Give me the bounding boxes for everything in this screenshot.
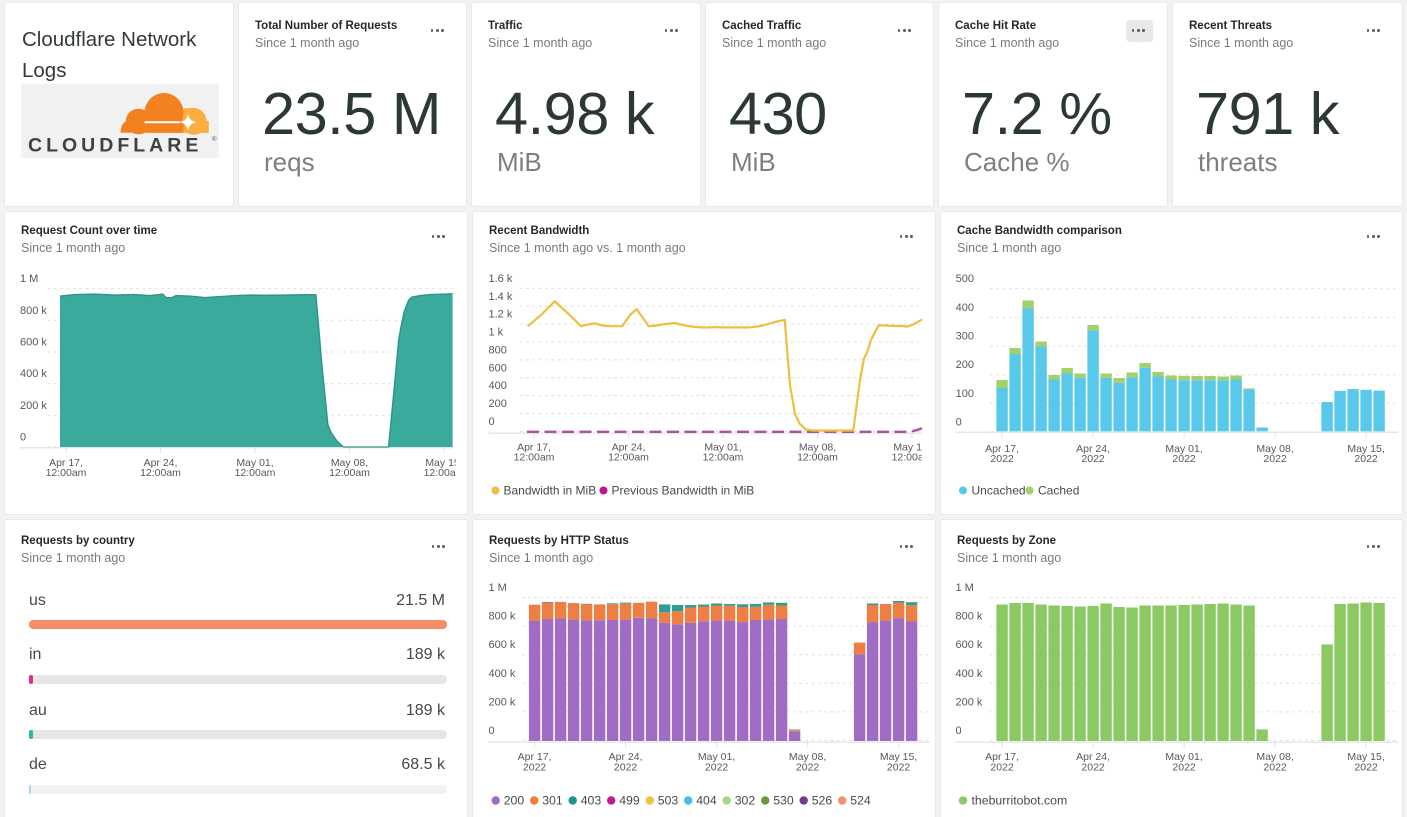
svg-text:1 M: 1 M <box>20 273 38 285</box>
svg-text:12:00am: 12:00am <box>608 452 649 464</box>
svg-text:Apr 24,: Apr 24, <box>612 442 646 454</box>
svg-text:2022: 2022 <box>614 762 638 774</box>
svg-text:200 k: 200 k <box>956 696 983 708</box>
svg-text:200 k: 200 k <box>20 400 47 412</box>
svg-text:800: 800 <box>489 344 507 356</box>
svg-text:12:00am: 12:00am <box>424 467 465 479</box>
svg-text:Apr 17,: Apr 17, <box>49 457 83 469</box>
svg-text:404: 404 <box>696 794 717 808</box>
svg-text:theburritobot.com: theburritobot.com <box>972 794 1068 808</box>
svg-text:Apr 17,: Apr 17, <box>985 751 1019 763</box>
svg-text:May 01,: May 01, <box>704 442 741 454</box>
svg-text:12:00am: 12:00am <box>46 467 87 479</box>
svg-text:302: 302 <box>735 794 756 808</box>
svg-text:800 k: 800 k <box>956 611 983 623</box>
svg-text:12:00am: 12:00am <box>140 467 181 479</box>
svg-text:400 k: 400 k <box>489 668 516 680</box>
svg-text:12:00am: 12:00am <box>514 452 555 464</box>
svg-text:0: 0 <box>956 725 962 737</box>
svg-text:800 k: 800 k <box>489 611 516 623</box>
svg-text:2022: 2022 <box>1172 762 1196 774</box>
svg-text:Previous Bandwidth in MiB: Previous Bandwidth in MiB <box>612 484 755 498</box>
svg-text:2022: 2022 <box>1263 762 1287 774</box>
svg-text:0: 0 <box>956 417 962 429</box>
svg-text:May 01,: May 01, <box>1165 443 1202 455</box>
svg-text:800 k: 800 k <box>20 305 47 317</box>
svg-text:0: 0 <box>489 725 495 737</box>
svg-text:1.2 k: 1.2 k <box>489 309 513 321</box>
svg-text:May 08,: May 08, <box>1256 751 1293 763</box>
svg-text:May 08,: May 08, <box>799 442 836 454</box>
svg-text:®: ® <box>212 135 217 143</box>
svg-text:2022: 2022 <box>705 762 729 774</box>
svg-text:Cached: Cached <box>1038 484 1079 498</box>
svg-text:2022: 2022 <box>1172 453 1196 465</box>
svg-text:2022: 2022 <box>887 762 911 774</box>
svg-text:0: 0 <box>489 416 495 428</box>
svg-text:2022: 2022 <box>990 762 1014 774</box>
svg-text:May 15,: May 15, <box>880 751 917 763</box>
svg-text:1.6 k: 1.6 k <box>489 273 513 285</box>
svg-text:12:00am: 12:00am <box>235 467 276 479</box>
svg-text:Apr 17,: Apr 17, <box>517 442 551 454</box>
svg-text:Uncached: Uncached <box>972 484 1026 498</box>
svg-text:200: 200 <box>956 359 974 371</box>
svg-text:2022: 2022 <box>796 762 820 774</box>
svg-text:Apr 24,: Apr 24, <box>609 751 643 763</box>
svg-text:May 15,: May 15, <box>1347 751 1384 763</box>
svg-text:530: 530 <box>773 794 794 808</box>
svg-text:2022: 2022 <box>990 453 1014 465</box>
svg-text:Apr 24,: Apr 24, <box>144 457 178 469</box>
svg-text:May 08,: May 08, <box>789 751 826 763</box>
svg-text:200: 200 <box>504 794 525 808</box>
svg-text:Apr 17,: Apr 17, <box>518 751 552 763</box>
svg-text:400: 400 <box>956 302 974 314</box>
svg-text:600 k: 600 k <box>956 639 983 651</box>
svg-text:2022: 2022 <box>523 762 547 774</box>
svg-text:May 01,: May 01, <box>1165 751 1202 763</box>
svg-text:200 k: 200 k <box>489 696 516 708</box>
svg-text:1 M: 1 M <box>489 582 507 594</box>
svg-text:May 15,: May 15, <box>1347 443 1384 455</box>
svg-text:May 15,: May 15, <box>425 457 462 469</box>
svg-text:1 k: 1 k <box>489 327 504 339</box>
svg-text:Apr 24,: Apr 24, <box>1076 751 1110 763</box>
svg-text:May 15,: May 15, <box>893 442 930 454</box>
svg-text:500: 500 <box>956 273 974 285</box>
svg-text:May 08,: May 08, <box>331 457 368 469</box>
svg-text:2022: 2022 <box>1354 762 1378 774</box>
svg-text:May 01,: May 01, <box>698 751 735 763</box>
svg-text:2022: 2022 <box>1081 453 1105 465</box>
svg-text:600: 600 <box>489 362 507 374</box>
svg-text:400: 400 <box>489 380 507 392</box>
svg-text:Bandwidth in MiB: Bandwidth in MiB <box>504 484 597 498</box>
svg-text:1 M: 1 M <box>956 582 974 594</box>
svg-text:2022: 2022 <box>1081 762 1105 774</box>
svg-text:CLOUDFLARE: CLOUDFLARE <box>28 135 202 157</box>
svg-text:Apr 24,: Apr 24, <box>1076 443 1110 455</box>
svg-text:200: 200 <box>489 398 507 410</box>
svg-text:526: 526 <box>812 794 833 808</box>
svg-text:499: 499 <box>619 794 640 808</box>
svg-text:2022: 2022 <box>1354 453 1378 465</box>
svg-text:600 k: 600 k <box>20 337 47 349</box>
svg-text:400 k: 400 k <box>20 368 47 380</box>
svg-text:May 01,: May 01, <box>236 457 273 469</box>
svg-text:12:00am: 12:00am <box>797 452 838 464</box>
svg-text:300: 300 <box>956 331 974 343</box>
svg-text:1.4 k: 1.4 k <box>489 291 513 303</box>
svg-text:2022: 2022 <box>1263 453 1287 465</box>
svg-text:403: 403 <box>581 794 602 808</box>
svg-text:Apr 17,: Apr 17, <box>985 443 1019 455</box>
svg-text:12:00am: 12:00am <box>329 467 370 479</box>
svg-text:0: 0 <box>20 432 26 444</box>
svg-text:May 08,: May 08, <box>1256 443 1293 455</box>
svg-text:524: 524 <box>850 794 871 808</box>
svg-text:503: 503 <box>658 794 679 808</box>
svg-text:600 k: 600 k <box>489 639 516 651</box>
svg-text:400 k: 400 k <box>956 668 983 680</box>
svg-text:100: 100 <box>956 388 974 400</box>
svg-text:301: 301 <box>542 794 563 808</box>
svg-text:12:00am: 12:00am <box>703 452 744 464</box>
